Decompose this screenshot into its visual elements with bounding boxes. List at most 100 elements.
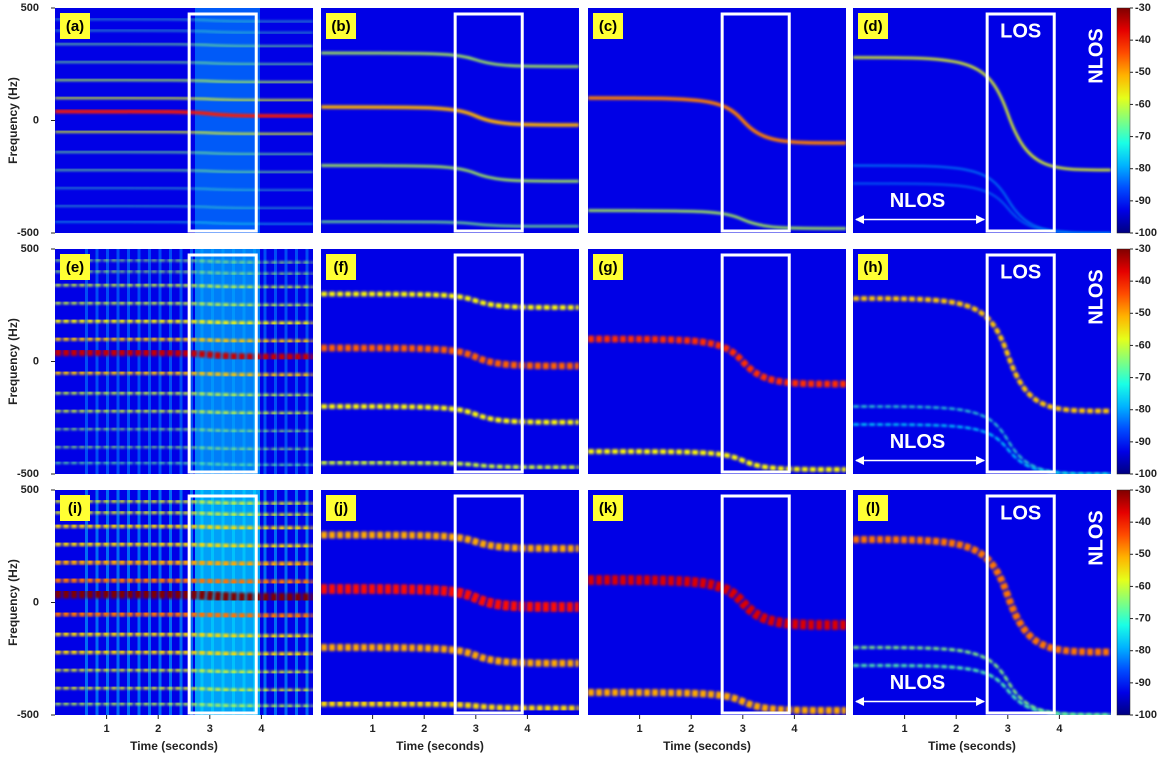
streak xyxy=(55,221,313,225)
colorbar-tick-label: -100 xyxy=(1135,709,1157,721)
burst xyxy=(195,249,260,474)
vertical-texture xyxy=(169,249,172,474)
y-tick-label: -500 xyxy=(17,227,39,239)
vertical-texture xyxy=(158,249,162,474)
streaks xyxy=(588,96,846,230)
streak xyxy=(588,449,846,472)
y-tick-label: -500 xyxy=(17,709,39,721)
streak xyxy=(55,446,313,451)
panel-label-bg xyxy=(593,13,623,39)
x-tick-label: 2 xyxy=(953,723,959,735)
vertical-texture xyxy=(274,249,277,474)
panel-label: (e) xyxy=(66,259,84,276)
x-axis-label: Time (seconds) xyxy=(663,739,751,753)
vertical-texture xyxy=(95,249,99,474)
y-tick-label: 500 xyxy=(21,243,39,255)
highlight-box xyxy=(720,494,791,715)
x-tick-label: 2 xyxy=(155,723,161,735)
streak xyxy=(853,664,1111,715)
streaks xyxy=(588,575,846,714)
colorbar xyxy=(1116,7,1131,234)
colorbar-tick-label: -50 xyxy=(1135,548,1151,560)
x-axis-label: Time (seconds) xyxy=(130,739,218,753)
panel-label: (a) xyxy=(66,18,84,35)
panel-background xyxy=(853,249,1111,474)
vertical-texture xyxy=(295,249,298,474)
spectrogram-panel: (f) xyxy=(321,249,579,474)
streak xyxy=(55,511,313,517)
vertical-texture xyxy=(137,490,141,715)
x-tick-label: 2 xyxy=(421,723,427,735)
highlight-box xyxy=(187,494,258,715)
streak xyxy=(321,291,579,310)
panel-label-bg xyxy=(858,13,888,39)
spectrogram-panel: (j) 1 2 3 4 Time (seconds) xyxy=(321,490,579,753)
vertical-texture xyxy=(284,490,288,715)
streak xyxy=(55,391,313,397)
streaks xyxy=(321,51,579,228)
streak xyxy=(55,30,313,34)
panel-label: (c) xyxy=(599,18,617,35)
panel-label: (g) xyxy=(598,259,617,276)
colorbar-tick-label: -80 xyxy=(1135,645,1151,657)
panel-background xyxy=(853,490,1111,715)
x-tick-label: 4 xyxy=(791,723,798,735)
streak xyxy=(853,183,1111,233)
panel-label: (b) xyxy=(331,18,350,35)
highlight-box xyxy=(985,253,1056,474)
panel-label-bg xyxy=(326,495,356,521)
panel-background xyxy=(321,249,579,474)
highlight-box xyxy=(187,253,258,474)
panel-label-bg xyxy=(60,495,90,521)
streak xyxy=(55,109,313,118)
streak xyxy=(55,428,313,433)
panel-label-bg xyxy=(326,13,356,39)
highlight-box xyxy=(720,253,791,474)
streaks xyxy=(321,531,579,712)
vertical-texture xyxy=(148,490,151,715)
panel-label: (f) xyxy=(334,259,349,276)
streak xyxy=(321,700,579,712)
streaks xyxy=(55,490,313,715)
streak xyxy=(321,164,579,183)
streak xyxy=(55,301,313,307)
streak xyxy=(321,344,579,370)
colorbar-tick-label: -30 xyxy=(1135,2,1151,14)
x-tick-label: 4 xyxy=(1056,723,1063,735)
colorbar-tick-label: -100 xyxy=(1135,227,1157,239)
streak xyxy=(55,97,313,102)
vertical-texture xyxy=(137,249,141,474)
colorbar-tick-label: -70 xyxy=(1135,612,1151,624)
streak xyxy=(321,460,579,470)
streak xyxy=(55,461,313,466)
streak xyxy=(55,588,313,603)
streak xyxy=(55,169,313,173)
streak xyxy=(321,584,579,612)
highlight-box xyxy=(985,494,1056,715)
x-tick-label: 3 xyxy=(1005,723,1011,735)
streak xyxy=(321,404,579,425)
streak xyxy=(55,649,313,657)
y-axis-label: Frequency (Hz) xyxy=(6,77,20,164)
streak xyxy=(55,18,313,22)
los-label: LOS xyxy=(1000,20,1041,42)
x-tick-label: 1 xyxy=(104,723,110,735)
panel-background xyxy=(588,490,846,715)
spectrogram-panel: (h) -30 -40 -50 -60 -70 -80 -90 -100 LOS NLOS NLOS xyxy=(853,243,1157,480)
streak xyxy=(55,499,313,505)
vertical-texture xyxy=(106,249,109,474)
spectrogram-panel: (c) xyxy=(588,8,846,233)
streak xyxy=(55,151,313,155)
colorbar-tick-label: -90 xyxy=(1135,677,1151,689)
panel-background xyxy=(321,8,579,233)
streak xyxy=(55,43,313,47)
vertical-texture xyxy=(116,249,120,474)
streak xyxy=(55,79,313,84)
x-axis-label: Time (seconds) xyxy=(396,739,484,753)
streak xyxy=(588,689,846,714)
colorbar-tick-label: -70 xyxy=(1135,130,1151,142)
streak xyxy=(853,423,1111,474)
streak xyxy=(321,531,579,552)
panel-label: (i) xyxy=(68,500,82,517)
vertical-texture xyxy=(305,249,309,474)
